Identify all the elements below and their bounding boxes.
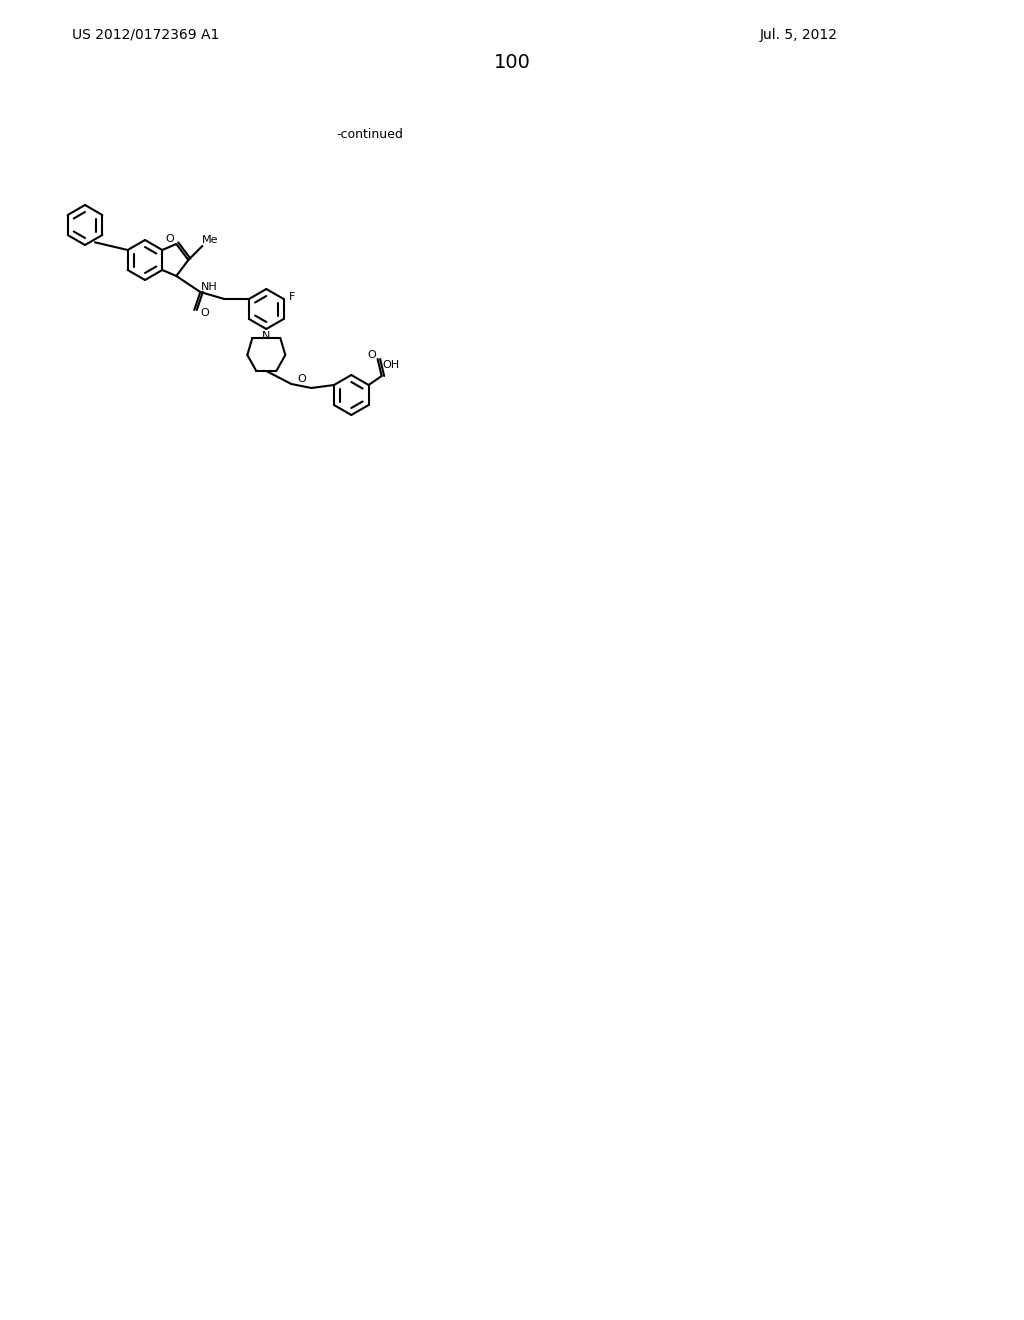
- Text: US 2012/0172369 A1: US 2012/0172369 A1: [72, 28, 219, 42]
- Text: NH: NH: [201, 282, 218, 293]
- Text: -continued: -continued: [337, 128, 403, 141]
- Text: O: O: [297, 374, 306, 384]
- Text: 100: 100: [494, 53, 530, 71]
- Text: N: N: [262, 331, 270, 341]
- Text: O: O: [200, 308, 209, 318]
- Text: OH: OH: [382, 360, 399, 370]
- Text: O: O: [165, 234, 174, 244]
- Text: O: O: [368, 350, 376, 360]
- Text: Me: Me: [202, 235, 218, 246]
- Text: F: F: [289, 292, 295, 302]
- Text: Jul. 5, 2012: Jul. 5, 2012: [760, 28, 838, 42]
